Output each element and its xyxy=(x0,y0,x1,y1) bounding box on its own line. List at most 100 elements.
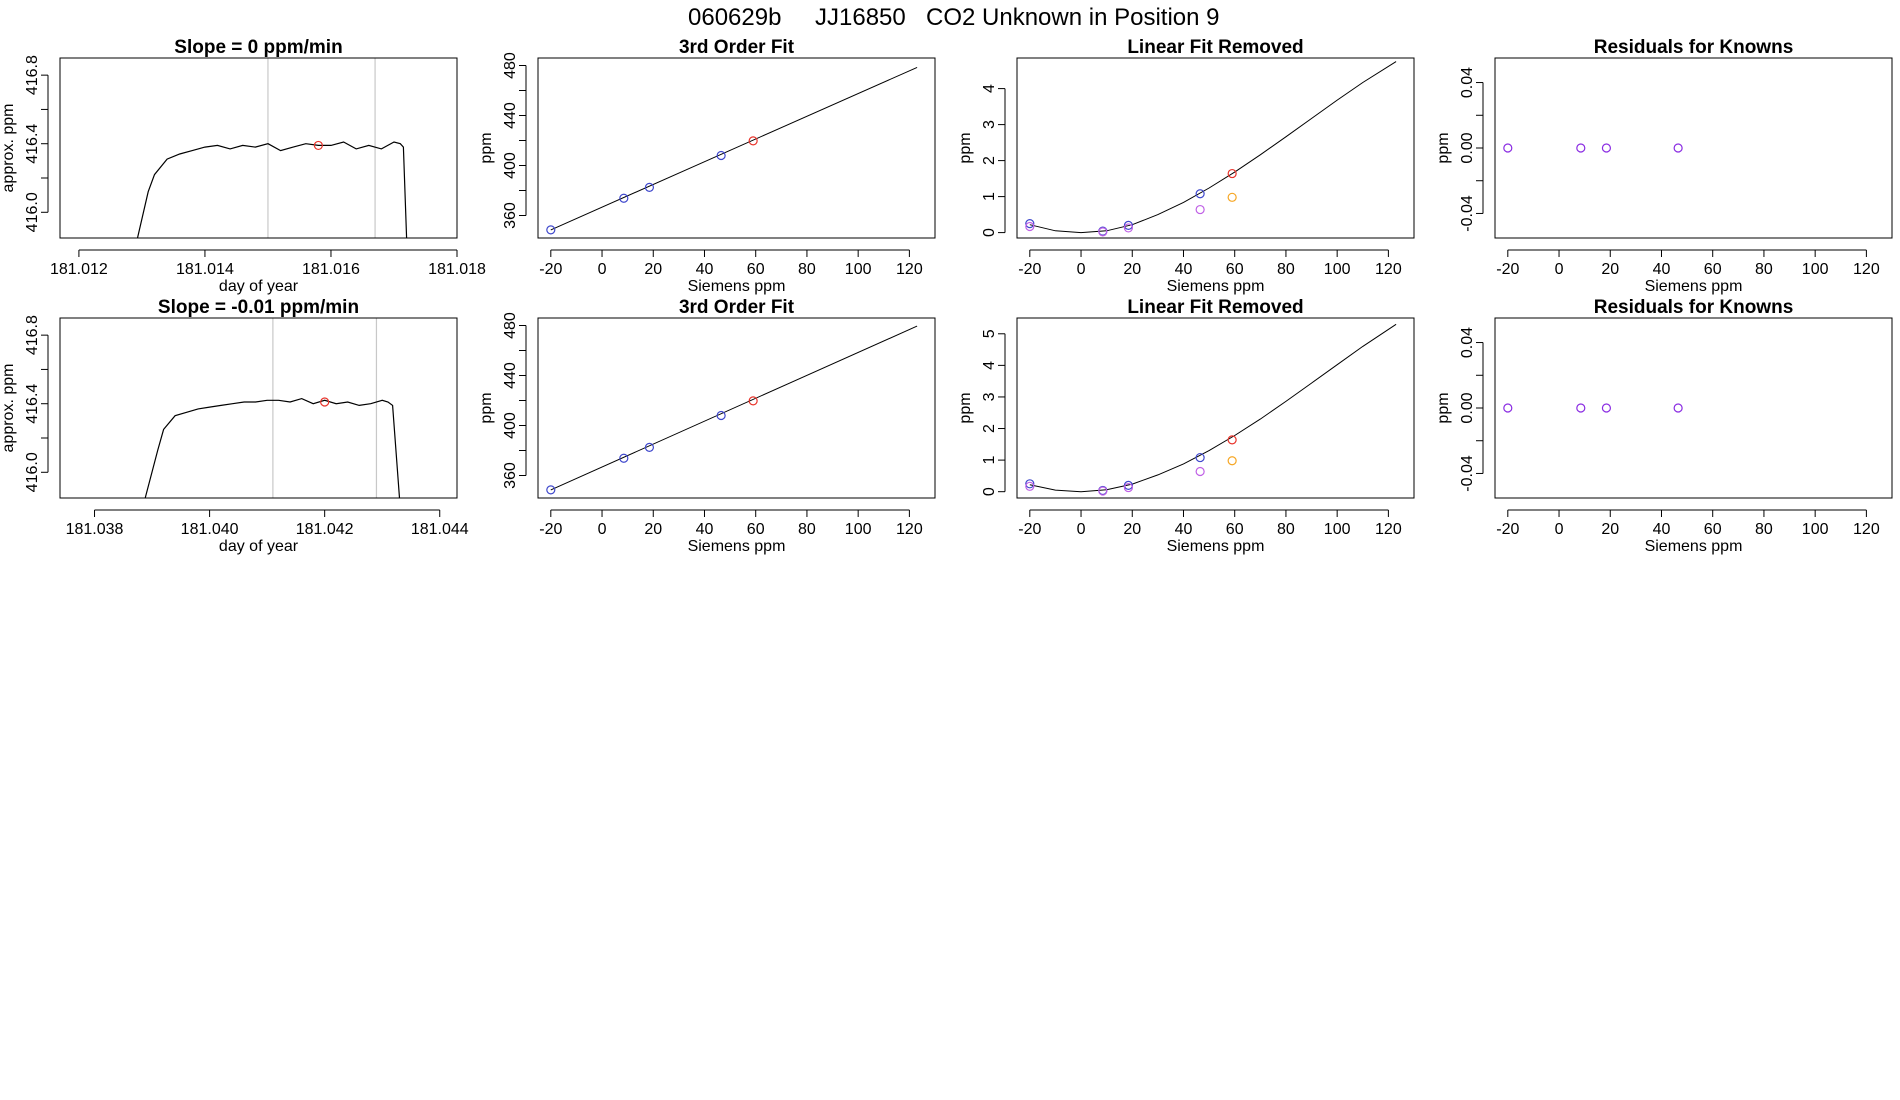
data-point xyxy=(1123,223,1134,233)
data-layer xyxy=(1503,143,1683,153)
data-point xyxy=(1503,143,1513,153)
data-layer xyxy=(1025,323,1397,496)
y-axis-label: ppm xyxy=(1435,132,1452,163)
x-tick-label: 40 xyxy=(1653,261,1671,278)
x-tick-label: 0 xyxy=(1555,261,1564,278)
x-tick-label: 80 xyxy=(1277,521,1295,538)
x-tick-label: -20 xyxy=(1018,521,1041,538)
plot-frame xyxy=(59,57,458,239)
fit-curve xyxy=(1029,61,1397,234)
x-tick-label: 181.044 xyxy=(411,521,469,538)
chart-panel-5: Slope = -0.01 ppm/min 181.038 181.040 181.0… xyxy=(0,297,469,555)
y-tick-label: 416.4 xyxy=(24,124,41,164)
x-tick-label: 181.042 xyxy=(296,521,354,538)
x-tick-label: -20 xyxy=(1018,261,1041,278)
data-point xyxy=(546,225,556,235)
x-tick-label: 181.038 xyxy=(66,521,124,538)
y-tick-label: 416.8 xyxy=(24,315,41,355)
y-axis: 360 400 440 480 xyxy=(502,312,527,489)
chart-panel-8: Residuals for Knowns -20 0 20 40 60 80 100 120 Si… xyxy=(1435,297,1893,555)
y-tick-label: 440 xyxy=(502,102,519,129)
x-tick-label: 181.018 xyxy=(428,261,486,278)
data-point xyxy=(748,396,758,406)
x-axis: -20 0 20 40 60 80 100 120 xyxy=(539,509,923,538)
x-tick-label: 120 xyxy=(1853,521,1880,538)
x-tick-label: 80 xyxy=(1755,521,1773,538)
data-layer xyxy=(144,397,401,498)
data-point xyxy=(1673,143,1683,153)
data-point xyxy=(1195,204,1205,215)
x-tick-label: 181.012 xyxy=(50,261,108,278)
fit-curve xyxy=(550,325,918,491)
data-point xyxy=(1025,481,1035,491)
figure-title-cylinder: JJ16850 xyxy=(815,4,906,31)
y-tick-label: -0.04 xyxy=(1459,195,1476,232)
y-tick-label: 1 xyxy=(981,192,998,201)
chart-panel-3: Linear Fit Removed-20 0 20 40 60 80 100 120Siem… xyxy=(957,37,1415,295)
data-point xyxy=(619,193,629,203)
panel-title: 3rd Order Fit xyxy=(679,37,795,58)
panel-title: Slope = -0.01 ppm/min xyxy=(158,297,359,318)
y-tick-label: 0.04 xyxy=(1459,67,1476,98)
x-tick-label: 0 xyxy=(1555,521,1564,538)
x-tick-label: -20 xyxy=(1496,521,1519,538)
y-tick-label: 0.00 xyxy=(1459,132,1476,163)
x-axis: -20 0 20 40 60 80 100 120 xyxy=(1018,509,1402,538)
x-axis-label: day of year xyxy=(219,538,299,555)
x-axis-label: Siemens ppm xyxy=(1645,538,1743,555)
x-tick-label: 40 xyxy=(696,261,714,278)
x-tick-label: 120 xyxy=(1853,261,1880,278)
data-point xyxy=(748,136,758,146)
plot-frame xyxy=(59,317,458,499)
x-tick-label: 60 xyxy=(1226,261,1244,278)
y-tick-label: 360 xyxy=(502,202,519,229)
y-tick-label: 1 xyxy=(981,456,998,465)
y-tick-label: 0.00 xyxy=(1459,392,1476,423)
x-tick-label: 60 xyxy=(1704,261,1722,278)
data-point xyxy=(1673,403,1683,413)
panel-title: Linear Fit Removed xyxy=(1127,37,1303,58)
data-point xyxy=(619,453,629,463)
x-axis: -20 0 20 40 60 80 100 120 xyxy=(1496,249,1880,278)
data-point xyxy=(1195,189,1205,199)
chart-panel-6: 3rd Order Fit -20 0 20 40 60 80 100 120 Siemens p… xyxy=(478,297,936,555)
y-axis: 416.0 416.4 416.8 xyxy=(24,315,49,492)
x-tick-label: 0 xyxy=(598,521,607,538)
data-point xyxy=(1601,403,1612,413)
x-axis-label: day of year xyxy=(219,278,299,295)
x-tick-label: 20 xyxy=(644,521,662,538)
y-tick-label: 4 xyxy=(981,84,998,93)
series-line xyxy=(136,141,408,238)
data-point xyxy=(1025,219,1035,229)
x-tick-label: 40 xyxy=(696,521,714,538)
chart-panel-4: Residuals for Knowns -20 0 20 40 60 80 100 120 Si… xyxy=(1435,37,1893,295)
data-point xyxy=(1195,452,1205,463)
y-axis: -0.04 0.00 0.04 xyxy=(1459,67,1484,232)
x-tick-label: 20 xyxy=(1123,261,1141,278)
x-tick-label: 20 xyxy=(1601,261,1619,278)
y-tick-label: 2 xyxy=(981,424,998,433)
data-layer xyxy=(1503,403,1683,413)
x-tick-label: 100 xyxy=(1324,261,1351,278)
plot-frame xyxy=(537,57,936,239)
x-axis: -20 0 20 40 60 80 100 120 xyxy=(539,249,923,278)
data-point xyxy=(644,182,655,192)
x-tick-label: -20 xyxy=(539,261,562,278)
data-point xyxy=(644,442,655,452)
plot-frame xyxy=(1016,57,1415,239)
x-tick-label: 181.040 xyxy=(181,521,239,538)
x-tick-label: 120 xyxy=(896,261,923,278)
data-layer xyxy=(546,325,918,495)
x-tick-label: 100 xyxy=(1324,521,1351,538)
x-tick-label: 20 xyxy=(644,261,662,278)
x-tick-label: 100 xyxy=(1802,521,1829,538)
y-tick-label: 0 xyxy=(981,487,998,496)
data-point xyxy=(716,150,726,161)
x-tick-label: 40 xyxy=(1175,521,1193,538)
x-tick-label: 100 xyxy=(845,521,872,538)
plot-frame xyxy=(1494,317,1893,499)
y-tick-label: 360 xyxy=(502,462,519,489)
